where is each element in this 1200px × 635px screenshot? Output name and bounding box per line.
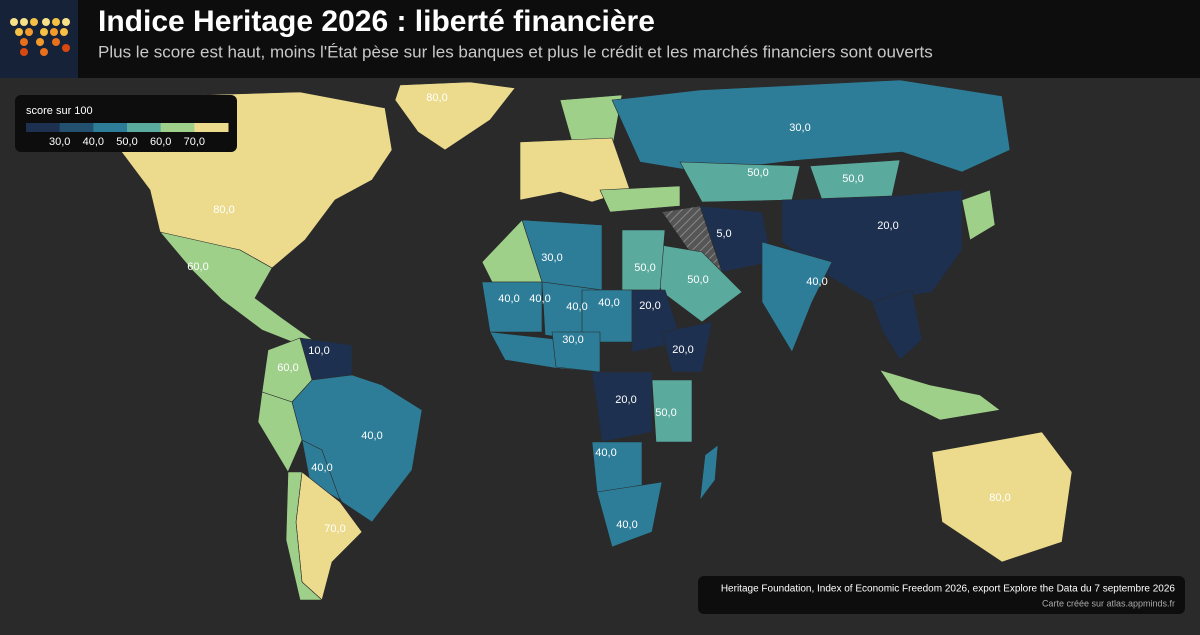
map-label: 30,0 <box>789 122 810 134</box>
dr-congo <box>591 371 653 443</box>
map-label: 60,0 <box>277 362 298 374</box>
map-label: 20,0 <box>672 344 693 356</box>
legend-title: score sur 100 <box>26 105 93 117</box>
map-label: 40,0 <box>311 462 332 474</box>
map-label: 50,0 <box>747 167 768 179</box>
legend-swatch <box>194 123 229 132</box>
map-label: 20,0 <box>877 220 898 232</box>
legend-swatch <box>26 123 61 132</box>
india <box>761 241 833 353</box>
map-label: 30,0 <box>562 334 583 346</box>
europe <box>519 137 631 203</box>
legend-tick-label: 60,0 <box>150 136 171 148</box>
tanzania <box>651 379 693 443</box>
map-label: 40,0 <box>595 447 616 459</box>
source: Heritage Foundation, Index of Economic F… <box>721 584 1176 595</box>
map-label: 40,0 <box>566 301 587 313</box>
legend-tick-label: 40,0 <box>83 136 104 148</box>
peru <box>257 391 303 473</box>
map-label: 80,0 <box>426 92 447 104</box>
map-label: 20,0 <box>639 300 660 312</box>
map-labels: 80,0 30,0 80,0 50,0 50,0 20,0 5,0 60,0 3… <box>187 92 1010 535</box>
map-label: 40,0 <box>616 519 637 531</box>
map-label: 50,0 <box>687 274 708 286</box>
legend-tick-label: 70,0 <box>184 136 205 148</box>
subtitle: Plus le score est haut, moins l'État pès… <box>98 42 933 61</box>
map-label: 50,0 <box>842 173 863 185</box>
title: Indice Heritage 2026 : liberté financièr… <box>98 5 655 38</box>
map-label: 20,0 <box>615 394 636 406</box>
madagascar <box>699 444 719 502</box>
footer-box <box>698 576 1185 614</box>
map-label: 40,0 <box>361 430 382 442</box>
bolivia <box>301 439 341 501</box>
legend-tick-label: 30,0 <box>49 136 70 148</box>
japan <box>961 189 996 241</box>
legend-tick-label: 50,0 <box>116 136 137 148</box>
legend: 30,0 40,0 50,0 60,0 70,0 <box>26 123 229 148</box>
map-label: 10,0 <box>308 345 329 357</box>
ethiopia <box>661 321 713 373</box>
russia <box>611 79 1011 173</box>
map-label: 40,0 <box>498 293 519 305</box>
australia <box>931 431 1073 563</box>
credit: Carte créée sur atlas.appminds.fr <box>1042 598 1175 608</box>
chile <box>285 471 323 601</box>
map-label: 40,0 <box>806 276 827 288</box>
map-label: 40,0 <box>529 293 550 305</box>
map-label: 60,0 <box>187 261 208 273</box>
map-label: 5,0 <box>716 228 731 240</box>
header-bar <box>0 0 1200 78</box>
egypt <box>621 229 666 291</box>
south-africa <box>596 481 663 548</box>
map-label: 70,0 <box>324 523 345 535</box>
legend-swatch <box>127 123 162 132</box>
map-label: 80,0 <box>989 492 1010 504</box>
map-label: 50,0 <box>655 407 676 419</box>
mauritania <box>481 281 543 333</box>
indonesia <box>879 369 1001 421</box>
greenland <box>394 81 516 151</box>
turkey <box>599 185 681 213</box>
southeast-asia <box>871 289 923 361</box>
map-label: 50,0 <box>634 262 655 274</box>
legend-swatch <box>93 123 128 132</box>
legend-swatch <box>59 123 94 132</box>
map-label: 30,0 <box>541 252 562 264</box>
map-label: 40,0 <box>598 297 619 309</box>
legend-swatch <box>160 123 195 132</box>
countries <box>109 79 1073 601</box>
map-label: 80,0 <box>213 204 234 216</box>
logo-dots <box>10 18 70 56</box>
